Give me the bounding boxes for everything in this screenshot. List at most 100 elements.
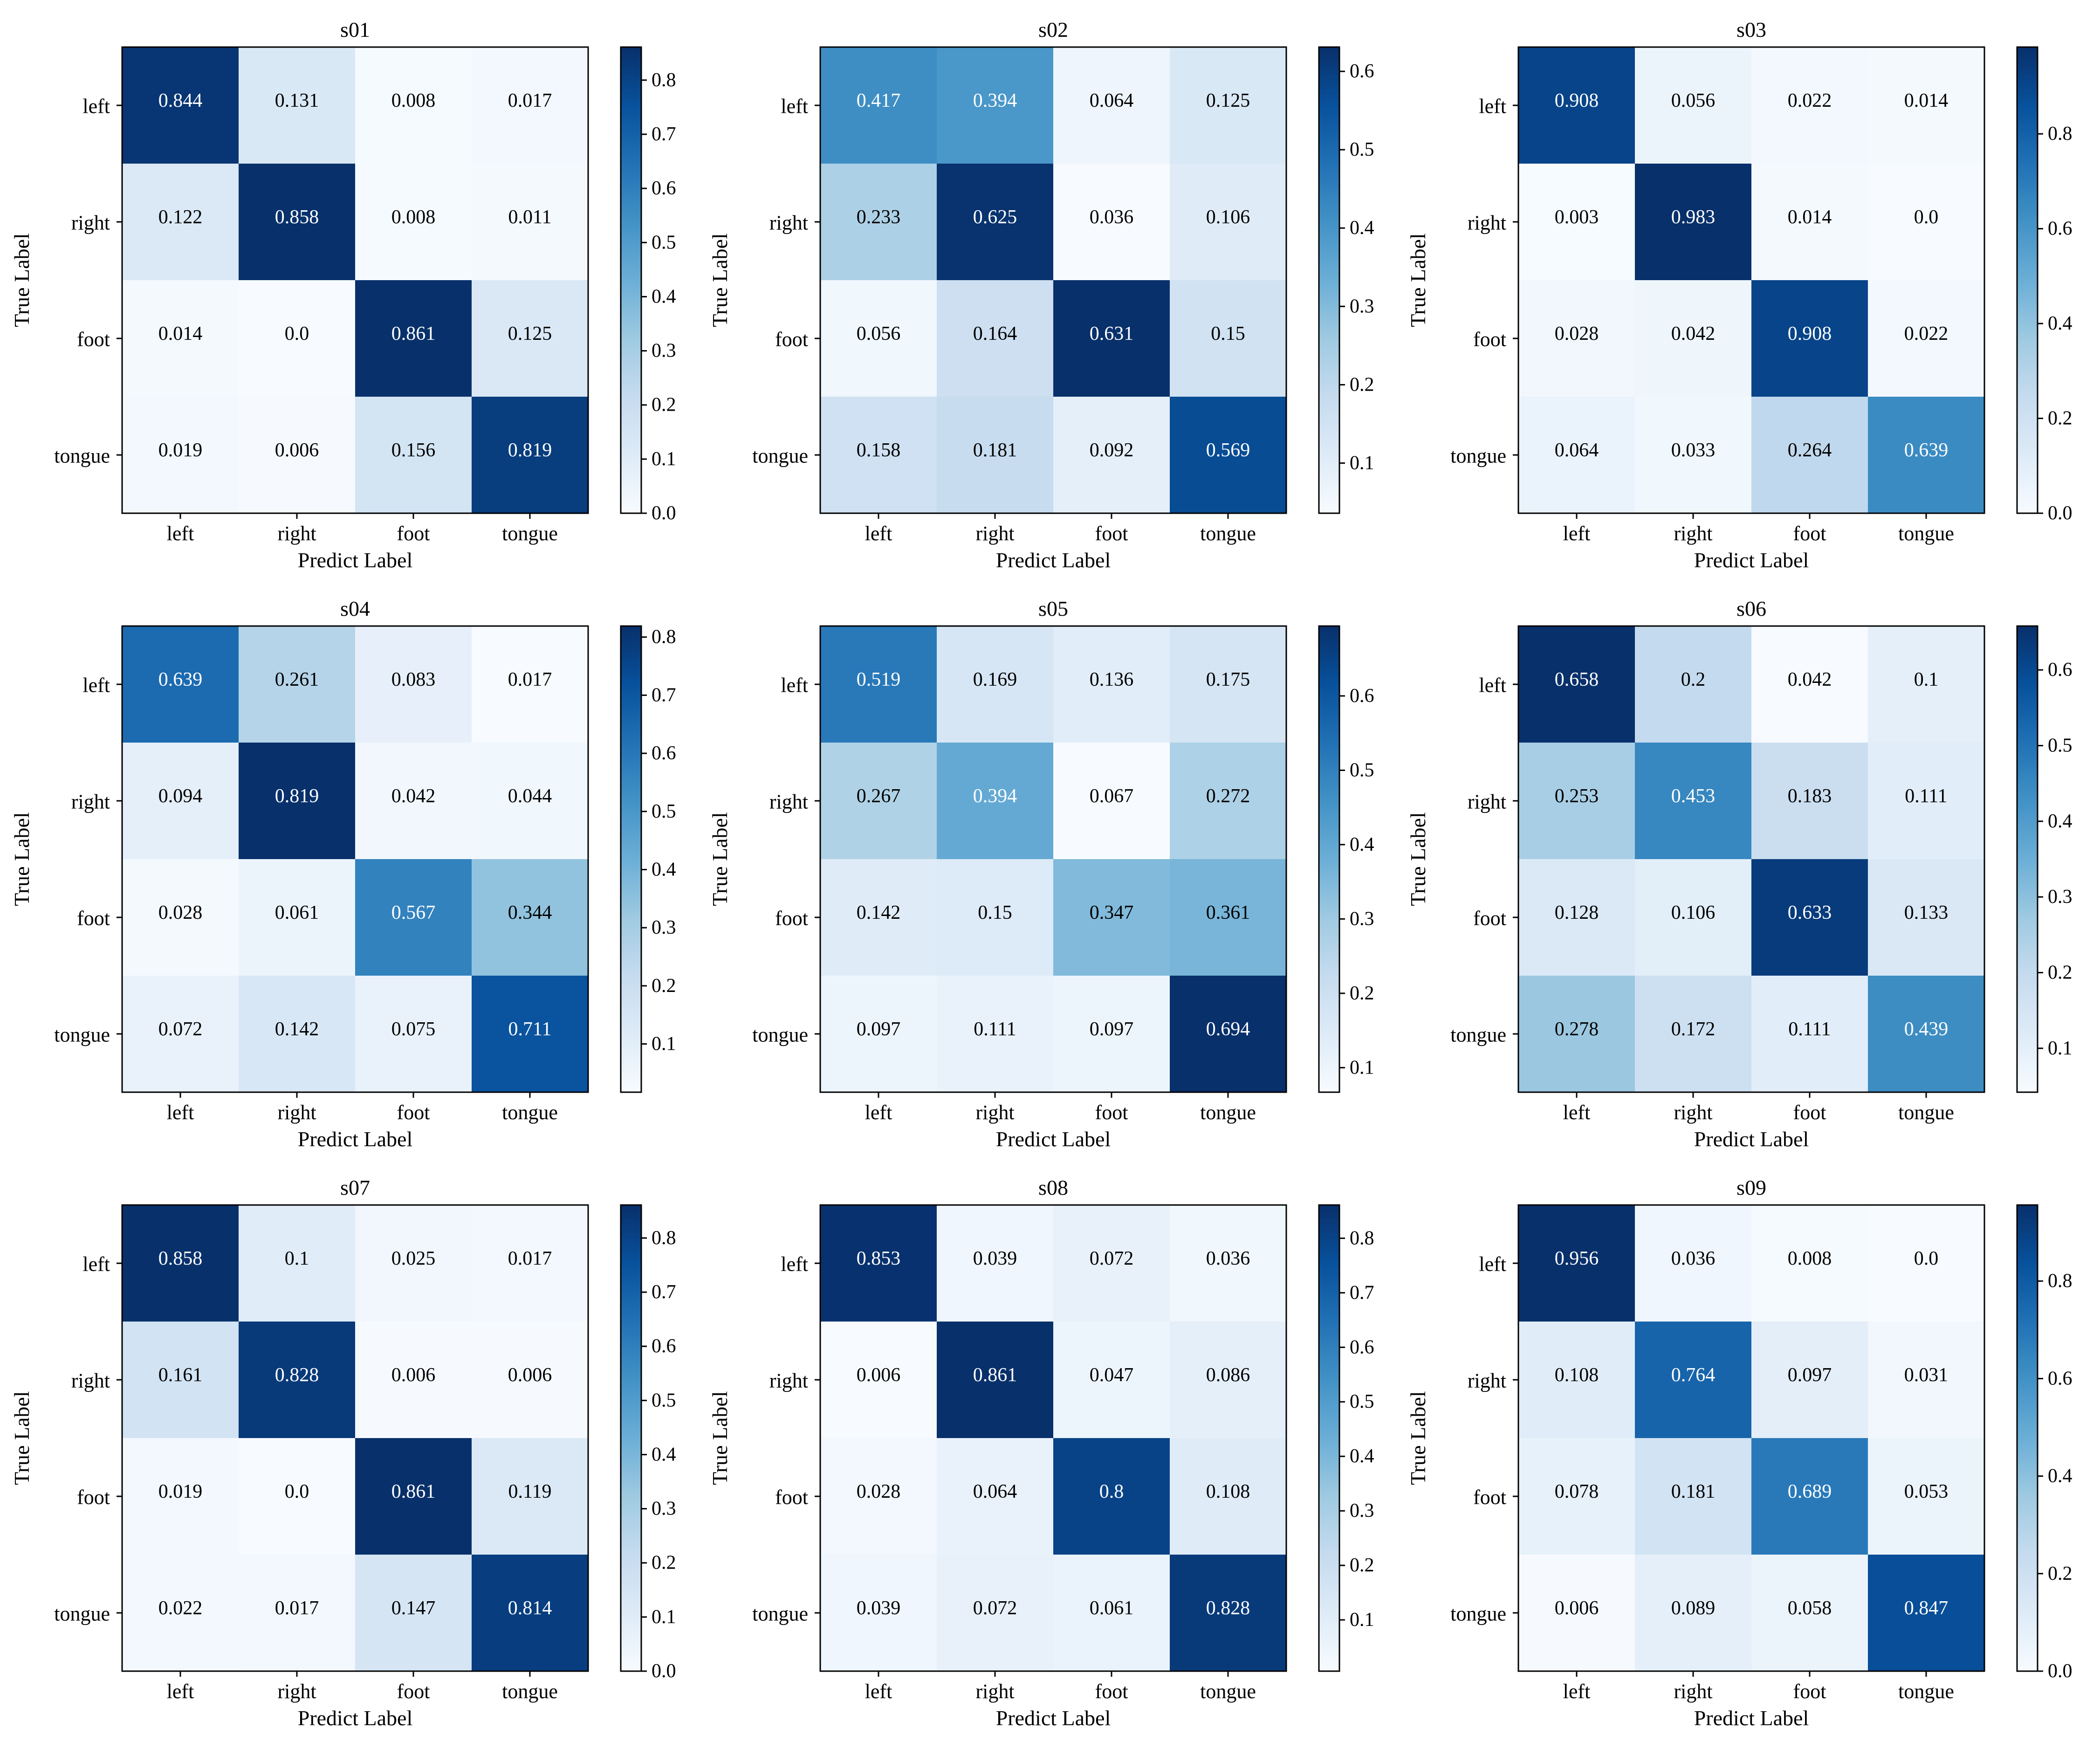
x-tick-label: tongue — [1898, 1680, 1954, 1703]
heatmap-cell — [820, 976, 937, 1092]
colorbar-tick-label: 0.2 — [2048, 962, 2073, 984]
heatmap-frame — [1517, 625, 1985, 1093]
heatmap-cell — [1868, 47, 1984, 164]
colorbar-tick-label: 0.5 — [2048, 735, 2073, 756]
colorbar-tick-label: 0.6 — [2048, 1368, 2073, 1389]
panel-title: s07 — [340, 1176, 370, 1199]
cell-value: 0.15 — [1211, 323, 1245, 344]
colorbar-tick-label: 0.8 — [652, 627, 676, 648]
heatmap-cell — [355, 280, 472, 397]
colorbar-tick-label: 0.7 — [1350, 1282, 1374, 1303]
y-tick-label: left — [781, 95, 808, 118]
heatmap-cell — [1170, 1205, 1286, 1322]
y-tick-label: foot — [77, 328, 110, 351]
y-tick-label: foot — [1473, 328, 1506, 351]
cell-value: 0.828 — [275, 1364, 319, 1386]
cell-value: 0.133 — [1904, 902, 1949, 923]
y-axis-label: True Label — [1406, 233, 1430, 327]
heatmap-cell — [239, 47, 355, 164]
colorbar-tick-label: 0.4 — [2048, 1466, 2073, 1487]
heatmap-frame — [819, 625, 1287, 1093]
cell-value: 0.006 — [275, 440, 319, 461]
x-tick-label: foot — [1095, 522, 1128, 545]
heatmap-cell — [937, 743, 1053, 859]
heatmap-cell — [355, 859, 472, 976]
heatmap-cell — [1635, 397, 1751, 513]
heatmap-cell — [472, 1205, 588, 1322]
panel-title: s02 — [1038, 18, 1068, 41]
cell-value: 0.519 — [857, 669, 901, 690]
heatmap-cell — [820, 1322, 937, 1438]
cell-value: 0.631 — [1090, 323, 1134, 344]
heatmap-cell — [1053, 1205, 1170, 1322]
cell-value: 0.014 — [1904, 90, 1949, 111]
heatmap-frame — [819, 1204, 1287, 1672]
heatmap-cell — [1751, 164, 1868, 280]
y-axis-label: True Label — [1406, 1391, 1430, 1485]
x-tick-label: right — [975, 522, 1014, 545]
cell-value: 0.028 — [857, 1481, 901, 1502]
heatmap-cell — [1170, 280, 1286, 397]
cell-value: 0.183 — [1788, 785, 1832, 807]
panel-s09: s09 0.956 0.036 0.008 0.0 0.108 0.764 0.097 0.03… — [1406, 1176, 2073, 1730]
cell-value: 0.064 — [1555, 440, 1599, 461]
cell-value: 0.078 — [1555, 1481, 1599, 1502]
cell-value: 0.347 — [1090, 902, 1134, 923]
y-tick-label: tongue — [54, 445, 110, 468]
cell-value: 0.056 — [857, 323, 901, 344]
cell-value: 0.639 — [158, 669, 203, 690]
colorbar-tick-label: 0.0 — [2048, 503, 2073, 524]
heatmap-cell — [1518, 1205, 1635, 1322]
heatmap-cell — [355, 626, 472, 743]
cell-value: 0.181 — [1671, 1481, 1716, 1502]
heatmap-cell — [355, 47, 472, 164]
cell-value: 0.033 — [1671, 440, 1716, 461]
heatmap-cell — [1751, 280, 1868, 397]
x-tick-label: tongue — [502, 522, 558, 545]
colorbar-tick-label: 0.2 — [1350, 983, 1374, 1004]
y-tick-label: left — [1479, 95, 1506, 118]
y-tick-label: right — [1468, 1370, 1506, 1392]
cell-value: 0.111 — [974, 1019, 1016, 1040]
heatmap-cell — [1635, 164, 1751, 280]
cell-value: 0.136 — [1090, 669, 1134, 690]
cell-value: 0.0 — [1914, 1248, 1939, 1269]
cell-value: 0.15 — [978, 902, 1012, 923]
cell-value: 0.025 — [391, 1248, 436, 1269]
heatmap-cell — [122, 280, 239, 397]
heatmap-cell — [820, 1555, 937, 1671]
x-tick-label: left — [865, 1101, 892, 1124]
cell-value: 0.022 — [1904, 323, 1949, 344]
cell-value: 0.067 — [1090, 785, 1134, 807]
cell-value: 0.019 — [158, 440, 203, 461]
cell-value: 0.819 — [275, 785, 319, 807]
cell-value: 0.1 — [1914, 669, 1939, 690]
colorbar-tick-label: 0.0 — [652, 503, 676, 524]
colorbar-tick-label: 0.6 — [652, 178, 676, 199]
heatmap-cell — [1751, 1555, 1868, 1671]
x-tick-label: right — [975, 1680, 1014, 1703]
colorbar-tick-label: 0.5 — [1350, 759, 1374, 781]
cell-value: 0.156 — [391, 440, 436, 461]
cell-value: 0.633 — [1788, 902, 1832, 923]
colorbar-tick-label: 0.1 — [652, 1606, 676, 1628]
cell-value: 0.844 — [158, 90, 203, 111]
cell-value: 0.764 — [1671, 1364, 1716, 1386]
y-tick-label: tongue — [54, 1024, 110, 1047]
heatmap-cell — [937, 859, 1053, 976]
cell-value: 0.569 — [1206, 440, 1250, 461]
y-tick-label: foot — [77, 1486, 110, 1509]
heatmap-cell — [1635, 976, 1751, 1092]
cell-value: 0.108 — [1555, 1364, 1599, 1386]
cell-value: 0.064 — [973, 1481, 1017, 1502]
cell-value: 0.014 — [158, 323, 203, 344]
heatmap-cell — [239, 626, 355, 743]
x-tick-label: tongue — [1898, 522, 1954, 545]
cell-value: 0.106 — [1206, 207, 1250, 228]
colorbar-tick-label: 0.4 — [652, 286, 676, 307]
colorbar — [2016, 1204, 2038, 1672]
y-tick-label: left — [1479, 674, 1506, 697]
x-axis-label: Predict Label — [996, 548, 1111, 572]
y-tick-label: right — [1468, 212, 1506, 234]
heatmap-cell — [1635, 1322, 1751, 1438]
